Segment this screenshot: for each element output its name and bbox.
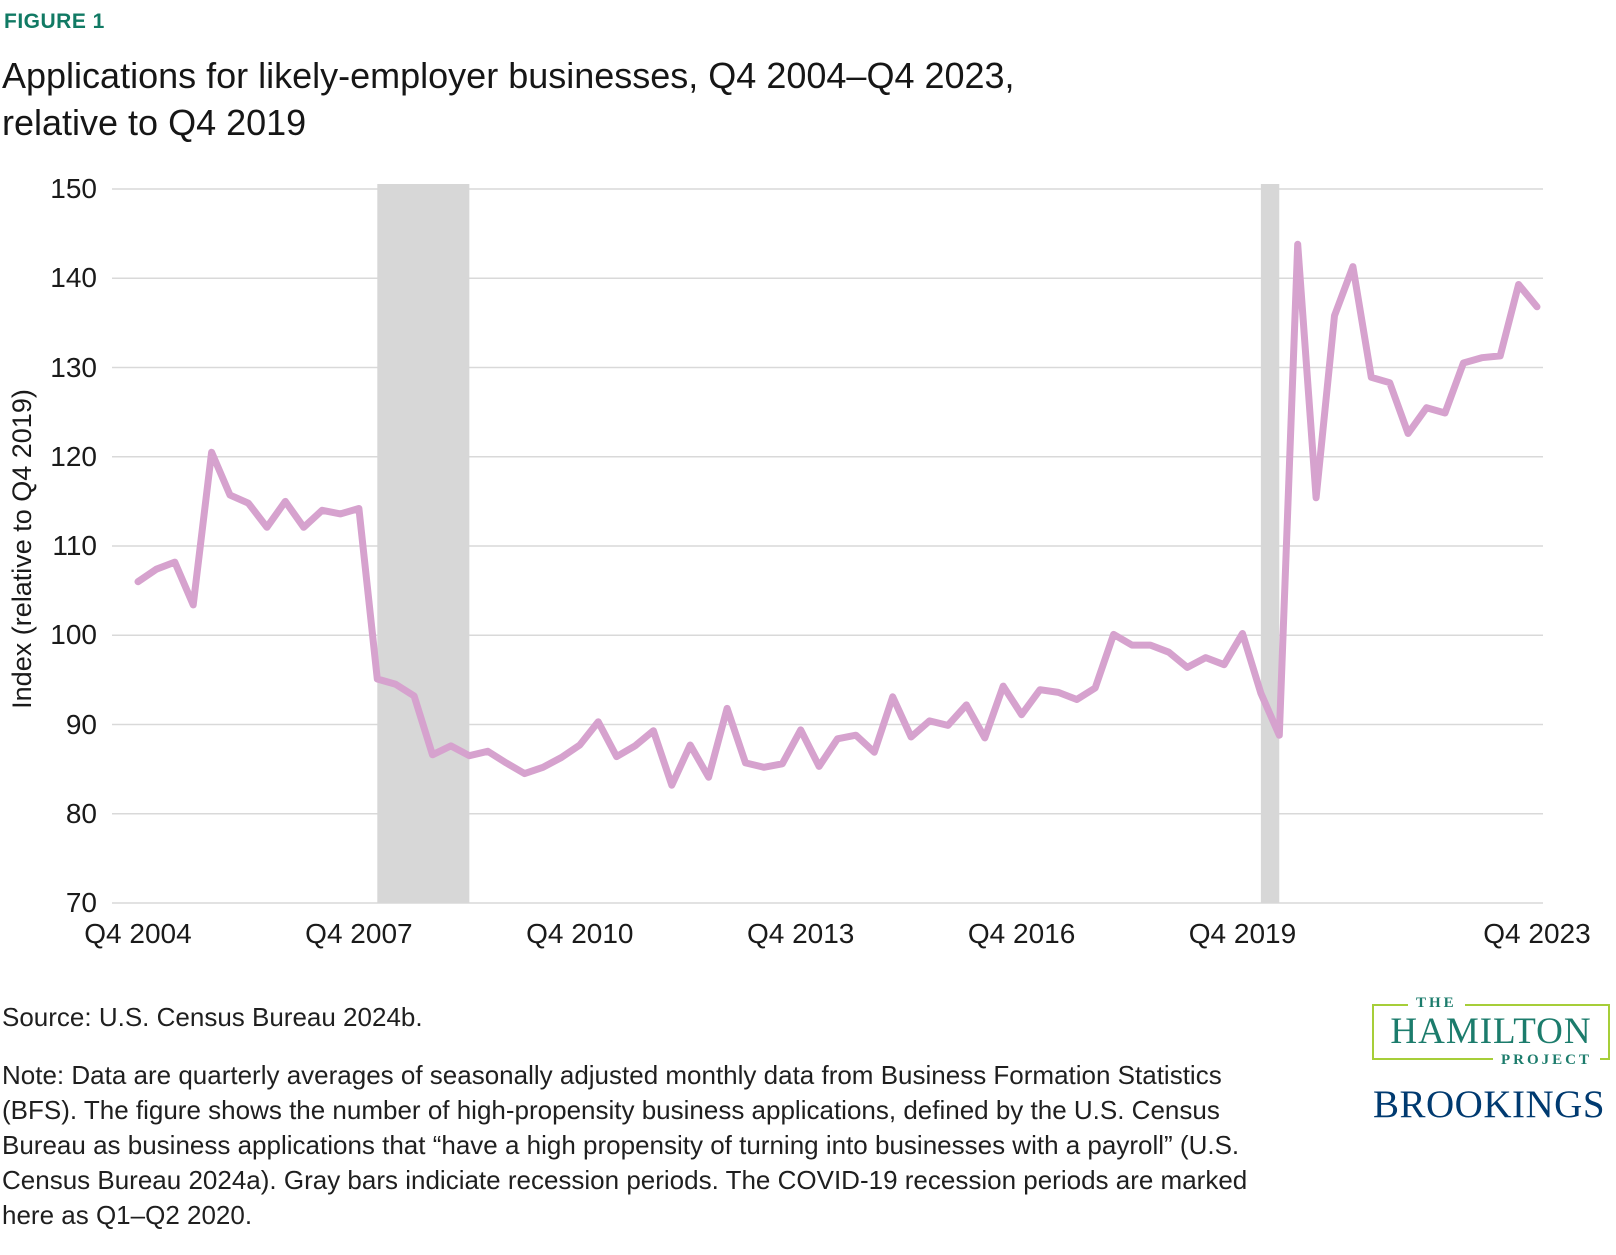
x-tick-label: Q4 2007 [305, 918, 413, 949]
y-tick-label: 70 [65, 887, 97, 918]
hamilton-project-logo: THE HAMILTON PROJECT [1372, 995, 1610, 1069]
figure-label: FIGURE 1 [4, 10, 105, 33]
figure-note: Note: Data are quarterly averages of sea… [2, 1060, 1248, 1230]
y-tick-label: 90 [65, 708, 97, 740]
x-tick-label: Q4 2013 [746, 918, 855, 949]
y-tick-label: 100 [50, 619, 97, 651]
y-tick-label: 150 [50, 173, 97, 204]
y-tick-label: 120 [50, 440, 97, 472]
y-tick-label: 130 [50, 351, 97, 383]
x-tick-label: Q4 2010 [526, 918, 634, 949]
title-line-1: Applications for likely-employer busines… [2, 55, 1015, 96]
x-tick-label: Q4 2019 [1188, 918, 1297, 949]
page-title: Applications for likely-employer busines… [2, 52, 1402, 146]
title-line-2: relative to Q4 2019 [2, 102, 307, 143]
applications-line [134, 240, 1541, 789]
source-note: Source: U.S. Census Bureau 2024b. [2, 1002, 423, 1032]
line-chart [112, 184, 1543, 904]
hamilton-logo-project: PROJECT [1492, 1052, 1600, 1069]
hamilton-logo-name: HAMILTON [1390, 1011, 1592, 1052]
hamilton-logo-the: THE [1408, 995, 1465, 1012]
x-tick-label: Q4 2023 [1483, 918, 1591, 949]
recession-band [377, 184, 470, 903]
y-tick-label: 110 [52, 530, 97, 561]
x-tick-label: Q4 2004 [84, 918, 192, 949]
y-tick-label: 80 [65, 797, 97, 829]
y-tick-label: 140 [50, 262, 97, 294]
recession-band [1260, 184, 1280, 903]
brookings-logo: BROOKINGS [1372, 1083, 1606, 1126]
chart-area: Index (relative to Q4 2019) 150 140 130 120… [7, 173, 1591, 949]
x-tick-label: Q4 2016 [967, 918, 1076, 949]
